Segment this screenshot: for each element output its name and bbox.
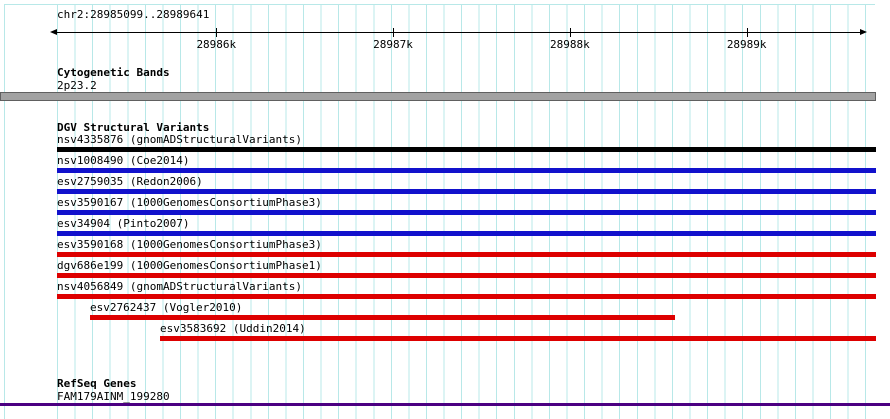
cytoband-bar[interactable] [0,92,876,101]
cytogenetic-bands-title: Cytogenetic Bands [57,66,170,79]
variant-bar[interactable] [57,252,876,257]
variant-label[interactable]: nsv4056849 (gnomADStructuralVariants) [57,280,303,293]
variant-bar[interactable] [57,189,876,194]
variant-label[interactable]: esv34904 (Pinto2007) [57,217,190,230]
dgv-variant-list: nsv4335876 (gnomADStructuralVariants) nsv… [0,134,890,344]
variant-row: nsv1008490 (Coe2014) [0,155,890,173]
variant-bar[interactable] [57,147,876,152]
ruler-tick [393,28,395,37]
variant-label[interactable]: esv3590167 (1000GenomesConsortiumPhase3) [57,196,322,209]
variant-row: nsv4335876 (gnomADStructuralVariants) [0,134,890,152]
variant-bar[interactable] [57,273,876,278]
variant-label[interactable]: dgv686e199 (1000GenomesConsortiumPhase1) [57,259,322,272]
variant-row: esv2762437 (Vogler2010) [0,302,890,320]
variant-bar[interactable] [57,294,876,299]
variant-row: dgv686e199 (1000GenomesConsortiumPhase1) [0,260,890,278]
ruler-left-arrow-icon [50,29,57,35]
variant-row: esv34904 (Pinto2007) [0,218,890,236]
ruler-tick-label: 28989k [726,38,767,51]
ruler-right-arrow-icon [860,29,867,35]
ruler-tick-label: 28987k [373,38,413,51]
variant-row: esv3590167 (1000GenomesConsortiumPhase3) [0,197,890,215]
ruler-tick [746,28,748,37]
variant-label[interactable]: nsv1008490 (Coe2014) [57,154,190,167]
variant-bar[interactable] [57,168,876,173]
variant-bar[interactable] [90,315,675,320]
variant-row: esv3583692 (Uddin2014) [0,323,890,341]
refseq-gene-bar[interactable] [0,403,890,406]
dgv-structural-variants-title: DGV Structural Variants [57,121,210,134]
variant-label[interactable]: nsv4335876 (gnomADStructuralVariants) [57,133,303,146]
ruler-tick-label: 28988k [550,38,590,51]
coordinate-ruler[interactable]: 28986k 28987k 28988k 28989k [50,28,867,51]
refseq-gene-label[interactable]: FAM179AINM_199280 [57,390,170,403]
variant-label[interactable]: esv3583692 (Uddin2014) [160,322,306,335]
variant-row: esv2759035 (Redon2006) [0,176,890,194]
variant-row: esv3590168 (1000GenomesConsortiumPhase3) [0,239,890,257]
variant-bar[interactable] [160,336,876,341]
top-border-line [4,4,875,5]
refseq-genes-title: RefSeq Genes [57,377,137,390]
variant-label[interactable]: esv3590168 (1000GenomesConsortiumPhase3) [57,238,322,251]
cytoband-label: 2p23.2 [57,79,97,92]
ruler-tick [216,28,218,37]
ruler-tick-label: 28986k [196,38,237,51]
ruler-tick [569,28,571,37]
left-border-line [4,4,5,419]
variant-label[interactable]: esv2759035 (Redon2006) [57,175,203,188]
region-label: chr2:28985099..28989641 [57,8,210,21]
variant-row: nsv4056849 (gnomADStructuralVariants) [0,281,890,299]
variant-label[interactable]: esv2762437 (Vogler2010) [90,301,243,314]
variant-bar[interactable] [57,231,876,236]
variant-bar[interactable] [57,210,876,215]
